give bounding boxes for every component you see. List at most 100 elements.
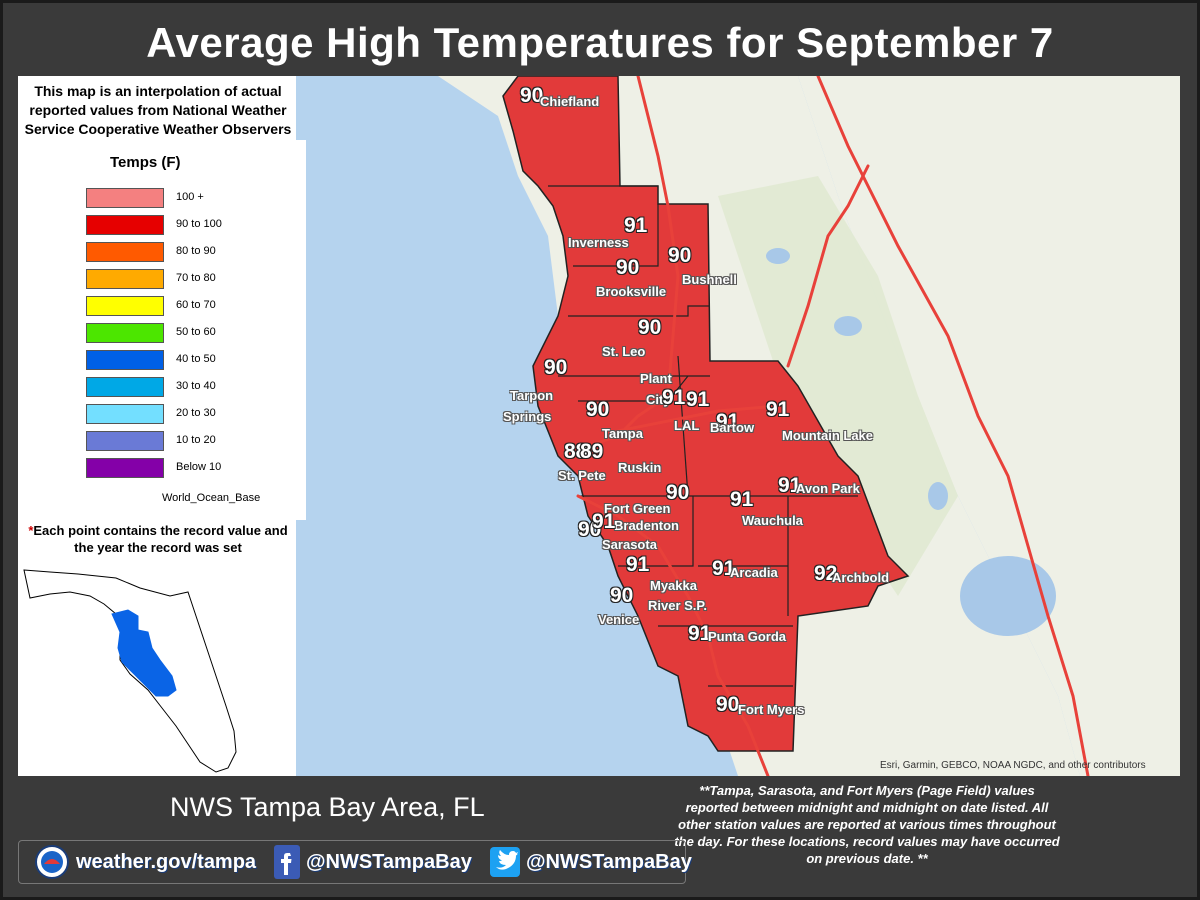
lake-okeechobee xyxy=(960,556,1056,636)
city-label: Archbold xyxy=(832,570,890,585)
station-value: 91 xyxy=(686,388,710,411)
intro-text: This map is an interpolation of actual r… xyxy=(24,83,292,137)
city-label: City xyxy=(646,392,671,407)
vegetation-patch xyxy=(718,176,958,596)
note-text: Each point contains the record value and… xyxy=(33,523,288,555)
station-value: 90 xyxy=(666,481,690,504)
website-link[interactable]: weather.gov/tampa xyxy=(34,840,256,884)
station-value: 91 xyxy=(626,553,650,576)
station-value: 92 xyxy=(814,562,838,585)
legend-swatch xyxy=(86,323,164,343)
facebook-handle: @NWSTampaBay xyxy=(306,850,472,873)
nws-logo-icon xyxy=(35,845,69,879)
city-label: LAL xyxy=(674,418,700,433)
twitter-handle: @NWSTampaBay xyxy=(526,850,692,873)
city-label: Bartow xyxy=(710,420,755,435)
social-bar xyxy=(18,840,686,884)
legend-item: 10 to 20 xyxy=(86,431,296,451)
website-text: weather.gov/tampa xyxy=(76,850,257,873)
points-note: *Each point contains the record value an… xyxy=(20,522,296,556)
legend-swatch xyxy=(86,431,164,451)
inset-locator-map xyxy=(20,556,296,774)
facebook-link[interactable]: @NWSTampaBay xyxy=(274,840,472,884)
office-name: NWS Tampa Bay Area, FL xyxy=(170,792,485,822)
station-value: 91 xyxy=(624,214,648,237)
city-label: Plant xyxy=(640,371,672,386)
station-value: 90 xyxy=(586,398,610,421)
station-value: 90 xyxy=(610,584,634,607)
cwa-highlight xyxy=(111,609,177,697)
map-attribution: Esri, Garmin, GEBCO, NOAA NGDC, and othe… xyxy=(880,760,1146,771)
city-label: Brooksville xyxy=(596,284,667,299)
twitter-icon xyxy=(490,847,520,877)
legend: Temps (F) 100 + 90 to 100 80 to 90 70 to… xyxy=(70,140,306,520)
twitter-link[interactable]: @NWSTampaBay xyxy=(490,840,692,884)
legend-item: Below 10 xyxy=(86,458,296,478)
station-value: 91 xyxy=(766,398,790,421)
station-value: 90 xyxy=(616,256,640,279)
station-value: 91 xyxy=(778,474,802,497)
city-label: Wauchula xyxy=(742,513,803,528)
city-label: Fort Green xyxy=(604,501,671,516)
city-label: Punta Gorda xyxy=(708,629,787,644)
legend-item: 60 to 70 xyxy=(86,296,296,316)
city-label: St. Pete xyxy=(558,468,606,483)
city-label: Fort Myers xyxy=(738,702,805,717)
city-label: Tampa xyxy=(602,426,643,441)
county-lines xyxy=(548,185,858,687)
legend-swatch xyxy=(86,350,164,370)
legend-swatch xyxy=(86,269,164,289)
city-label: Chiefland xyxy=(540,94,600,109)
city-label: Bushnell xyxy=(682,272,737,287)
map-title: Average High Temperatures for September … xyxy=(146,19,1054,66)
station-value: 91 xyxy=(688,622,712,645)
legend-swatch xyxy=(86,242,164,262)
station-value: 91 xyxy=(716,410,740,433)
station-value: 88 xyxy=(564,440,588,463)
lake xyxy=(928,482,948,510)
footnote: **Tampa, Sarasota, and Fort Myers (Page … xyxy=(674,783,1060,866)
legend-item: 80 to 90 xyxy=(86,242,296,262)
lake xyxy=(766,248,790,264)
city-label: Avon Park xyxy=(796,481,860,496)
facebook-icon xyxy=(274,845,300,879)
city-label: Sarasota xyxy=(602,537,657,552)
legend-item: 70 to 80 xyxy=(86,269,296,289)
city-label: Inverness xyxy=(568,235,629,250)
station-value: 91 xyxy=(712,557,736,580)
station-value: 90 xyxy=(668,244,692,267)
basemap-svg xyxy=(438,76,1180,776)
legend-item: 40 to 50 xyxy=(86,350,296,370)
city-label: Myakka xyxy=(650,578,697,593)
station-value: 90 xyxy=(638,316,662,339)
legend-item: 90 to 100 xyxy=(86,215,296,235)
city-label: Mountain Lake xyxy=(782,428,874,443)
lake xyxy=(834,316,862,336)
city-label: Venice xyxy=(598,612,640,627)
legend-swatch xyxy=(86,458,164,478)
legend-item: 100 + xyxy=(86,188,296,208)
legend-title: Temps (F) xyxy=(110,154,181,171)
city-label: Bradenton xyxy=(614,518,679,533)
legend-swatch xyxy=(86,404,164,424)
station-value: 89 xyxy=(580,440,604,463)
legend-item: 50 to 60 xyxy=(86,323,296,343)
note-asterisk: * xyxy=(28,523,34,538)
florida-outline xyxy=(23,569,237,773)
city-label: Tarpon xyxy=(510,388,554,403)
station-value: 90 xyxy=(716,693,740,716)
legend-swatch xyxy=(86,215,164,235)
station-value: 91 xyxy=(662,386,686,409)
station-value: 91 xyxy=(592,510,616,533)
city-label: Arcadia xyxy=(730,565,778,580)
legend-swatch xyxy=(86,188,164,208)
city-label: Springs xyxy=(503,409,552,424)
inset-svg xyxy=(23,569,237,773)
station-value: 90 xyxy=(544,356,568,379)
city-label: St. Leo xyxy=(602,344,646,359)
legend-basemap-label: World_Ocean_Base xyxy=(162,492,261,504)
station-value: 90 xyxy=(578,518,602,541)
legend-swatch xyxy=(86,296,164,316)
legend-swatch xyxy=(86,377,164,397)
land-mass xyxy=(438,76,1180,776)
